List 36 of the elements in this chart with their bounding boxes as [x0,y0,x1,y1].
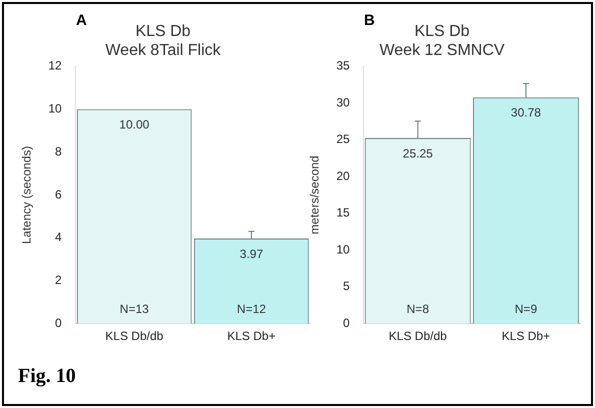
x-tick-label: KLS Db+ [502,329,550,344]
y-tick-label: 8 [55,144,62,158]
y-tick-label: 10 [336,242,350,256]
text: A [76,12,87,29]
y-axis-title: Latency (seconds) [20,146,34,244]
annotation: N=9 [514,302,538,316]
data-label: 25.25 [402,146,434,160]
data-label: 10.00 [119,118,150,132]
y-tick-label: 25 [336,132,350,146]
y-tick-label: 35 [336,58,350,73]
y-tick-label: 30 [336,95,350,110]
x-tick-label: KLS Db+ [227,329,276,344]
chart-title: KLS Db [414,23,470,40]
chart-title: KLS Db [135,23,191,40]
chart-subtitle: Week 12 SMNCV [379,42,505,60]
y-tick-label: 12 [48,58,62,73]
y-tick-label: 20 [336,168,350,183]
data-label: 3.97 [240,246,264,261]
y-tick-label: 2 [55,273,62,288]
y-tick-label: 10 [48,102,62,116]
y-tick-label: 5 [343,279,350,294]
data-label: 30.78 [510,106,542,120]
y-tick-label: 15 [336,206,350,220]
x-tick-label: KLS Db/db [388,329,448,344]
x-tick-label: KLS Db/db [105,329,164,344]
annotation: N=13 [120,302,150,316]
y-tick-label: 0 [55,316,62,330]
chart-subtitle: Week 8Tail Flick [105,42,222,60]
y-tick-label: 0 [343,316,350,330]
y-axis-title: meters/second [308,156,322,234]
y-tick-label: 6 [55,187,62,202]
annotation: N=8 [406,302,430,316]
y-tick-label: 4 [55,230,62,244]
text: B [364,12,375,29]
caption: Fig. 10 [18,365,76,388]
annotation: N=12 [236,302,266,316]
